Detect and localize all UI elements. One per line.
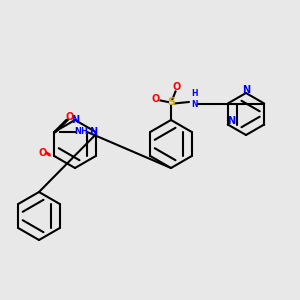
Text: H
N: H N	[192, 89, 198, 109]
Text: O: O	[173, 82, 181, 92]
Text: O: O	[38, 148, 46, 158]
Text: NH: NH	[74, 128, 88, 136]
Text: N: N	[71, 115, 79, 125]
Text: O: O	[65, 112, 73, 122]
Text: O: O	[152, 94, 160, 104]
Text: N: N	[242, 85, 250, 95]
Text: N: N	[227, 116, 235, 127]
Text: N: N	[89, 127, 97, 137]
Text: S: S	[167, 97, 175, 107]
